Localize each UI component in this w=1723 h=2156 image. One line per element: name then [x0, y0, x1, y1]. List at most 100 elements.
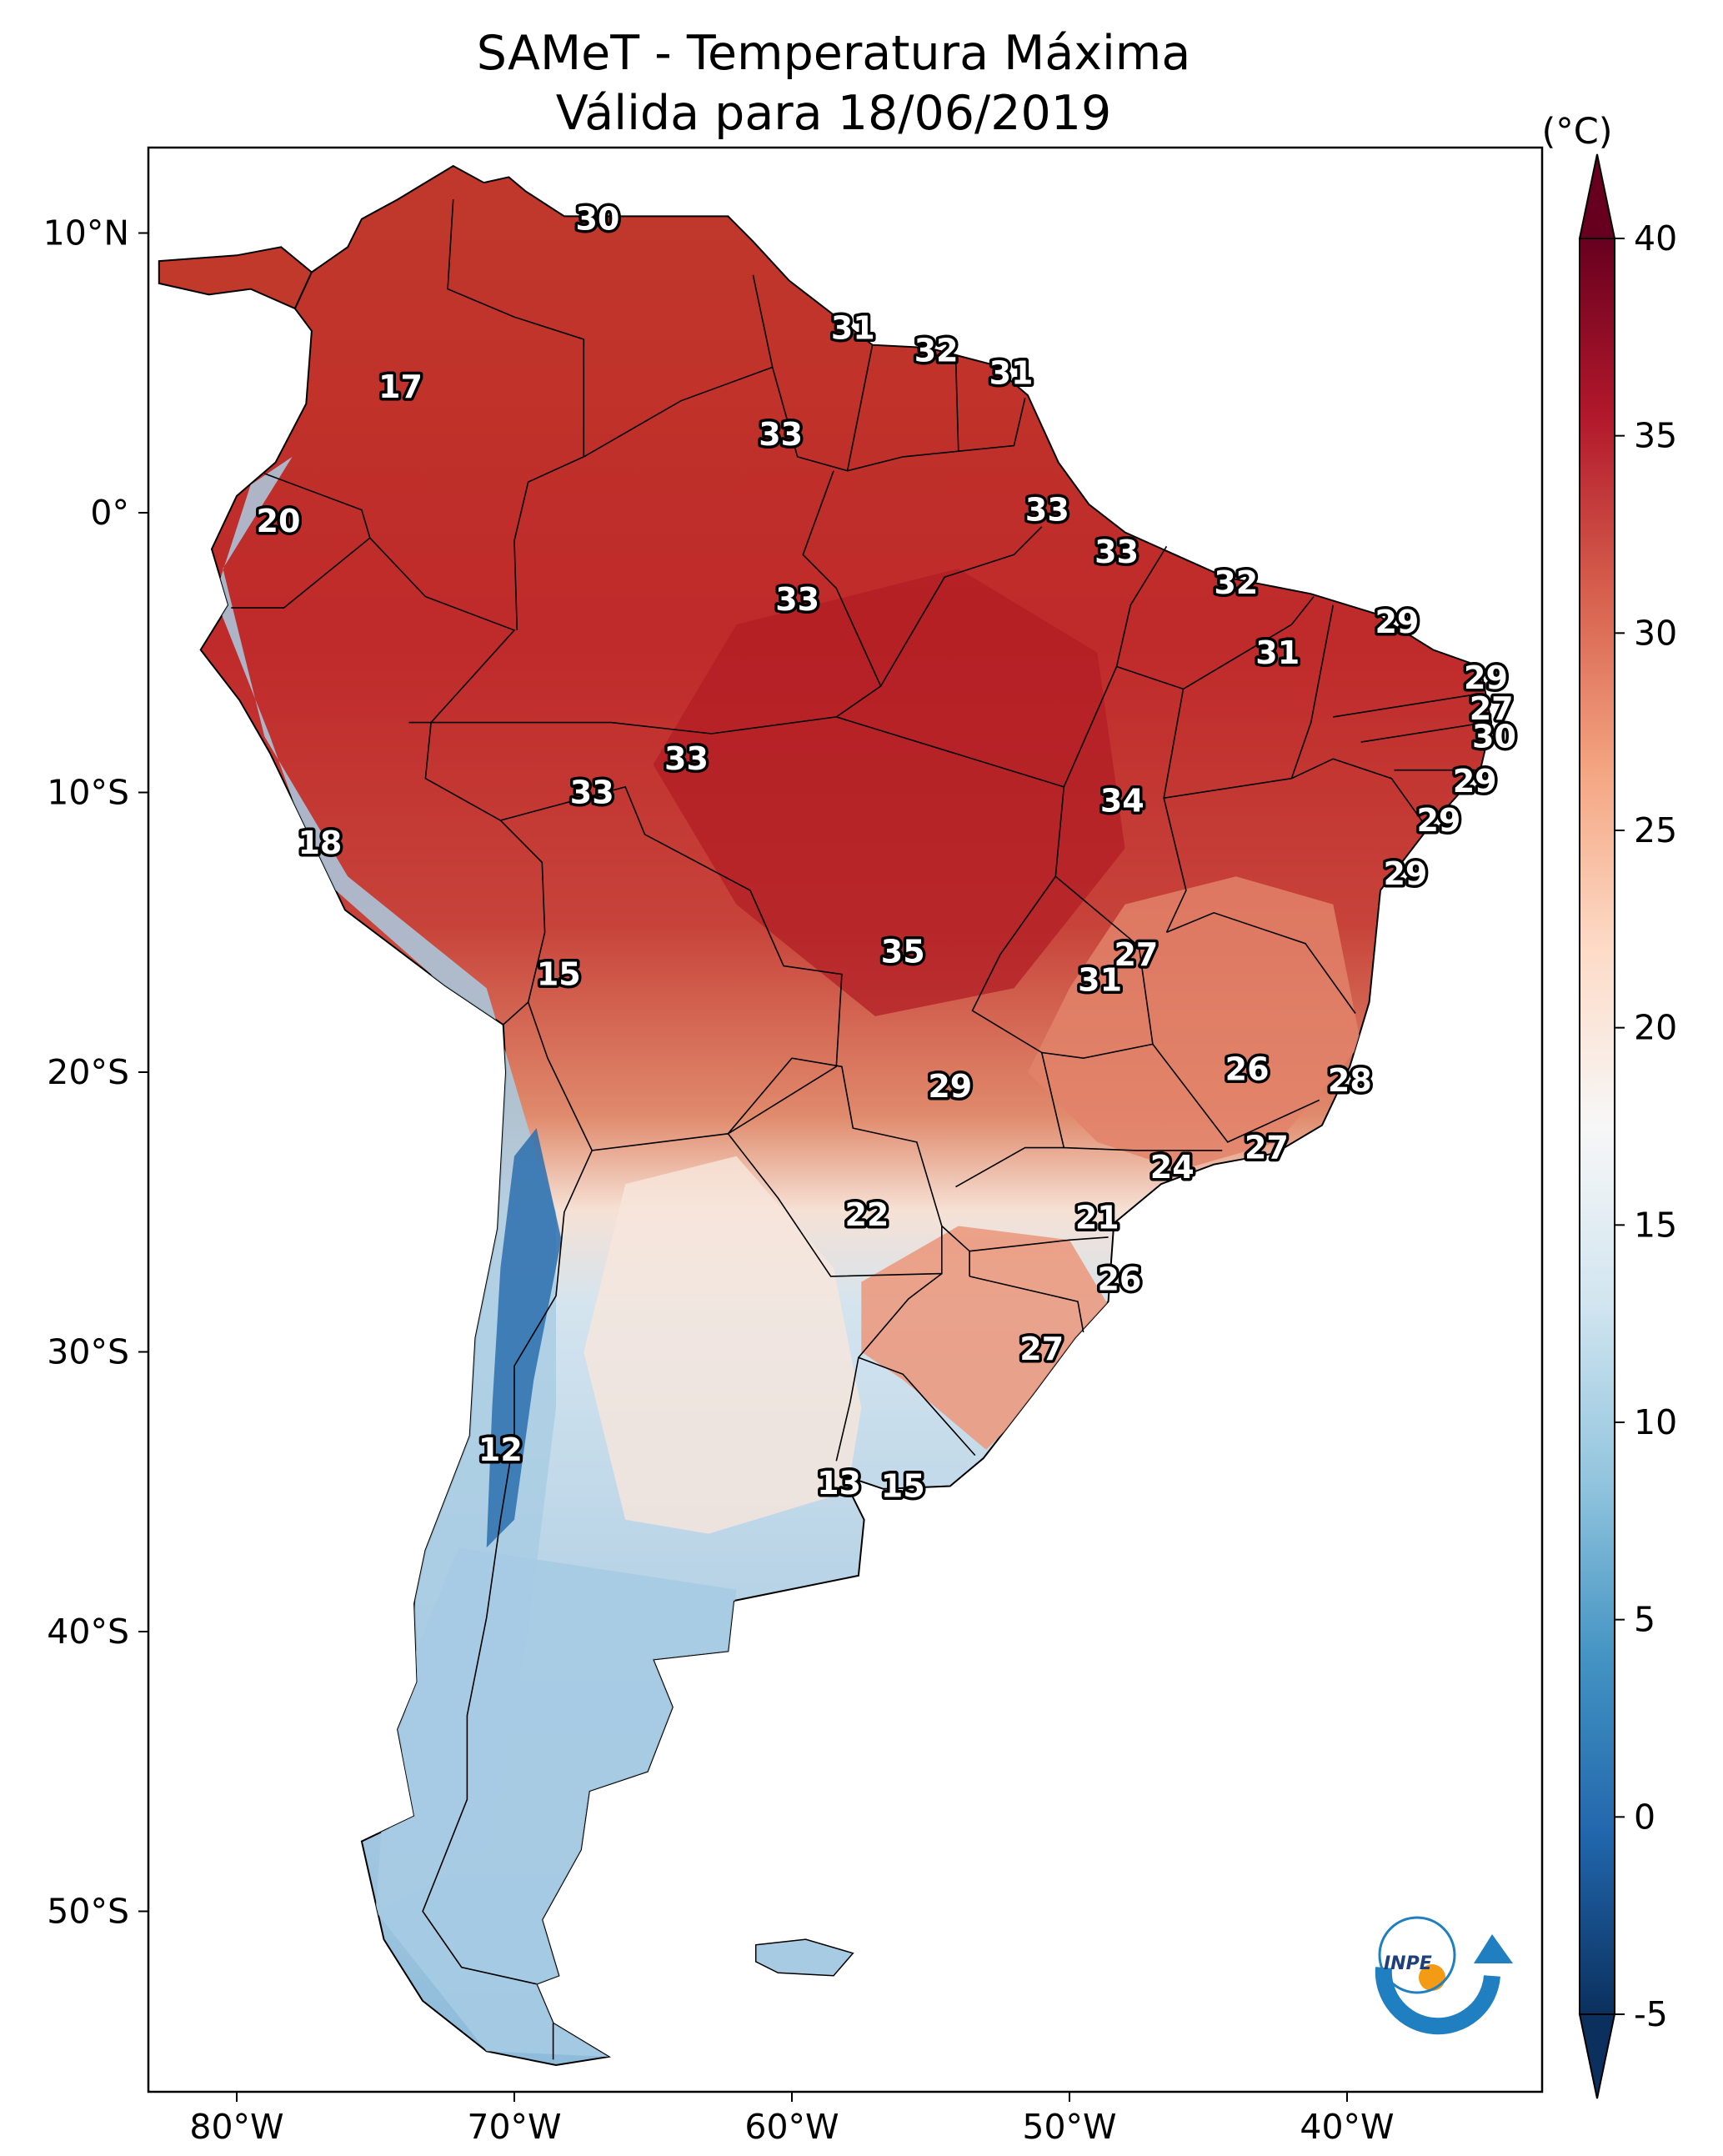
- lat-tick-label: 50°S: [47, 1892, 129, 1932]
- temperature-label: 18: [298, 825, 342, 861]
- temperature-label: 30: [1472, 718, 1516, 755]
- temperature-label: 33: [1094, 534, 1139, 570]
- andes-cold-core: [486, 1128, 562, 1548]
- falkland-islands: [754, 1938, 854, 1977]
- colorbar-bar: [1579, 238, 1615, 2015]
- south-brazil-region: [861, 1226, 1111, 1450]
- temperature-label: 27: [1114, 936, 1158, 973]
- lat-tick-label: 10°S: [47, 773, 129, 813]
- temperature-label: 35: [881, 934, 925, 970]
- lon-tick-label: 40°W: [1300, 2107, 1394, 2147]
- logo-ring: [1378, 1916, 1456, 1994]
- temperature-label: 13: [817, 1465, 861, 1502]
- colorbar-tick-label: 10: [1634, 1402, 1677, 1442]
- temperature-label: 33: [570, 775, 614, 811]
- colorbar-tick-label: 20: [1634, 1008, 1677, 1048]
- temperature-label: 15: [537, 956, 581, 993]
- colorbar-tick-label: 15: [1634, 1205, 1677, 1245]
- temperature-label: 17: [378, 369, 423, 405]
- temperature-label: 33: [775, 581, 819, 618]
- border-line: [369, 537, 546, 1025]
- logo-swoosh: [1375, 1967, 1500, 2035]
- patagonia-cool-region: [375, 1547, 737, 2057]
- colorbar-tick-label: 30: [1634, 613, 1677, 653]
- temperature-label: 29: [1375, 604, 1419, 640]
- lat-tick-label: 30°S: [47, 1332, 129, 1372]
- lat-tick-label: 10°N: [43, 213, 129, 253]
- border-line: [1063, 545, 1168, 788]
- continent-group: [158, 164, 1493, 2067]
- temperature-label: 29: [928, 1068, 972, 1105]
- temperature-label: 20: [257, 503, 301, 539]
- border-line: [858, 1356, 976, 1457]
- border-line: [583, 274, 774, 458]
- colorbar-lower-extension: [1578, 2013, 1616, 2099]
- temperature-label: 29: [1383, 855, 1427, 892]
- temperature-label: 26: [1225, 1051, 1270, 1088]
- border-line: [847, 356, 959, 472]
- temperature-label: 28: [1328, 1062, 1372, 1099]
- logo-arrow: [1474, 1934, 1513, 1963]
- temperature-label: 30: [575, 201, 619, 238]
- temperature-label: 21: [1075, 1199, 1119, 1236]
- colorbar-tick-label: -5: [1634, 1994, 1668, 2034]
- temperature-label: 27: [1019, 1331, 1064, 1367]
- lat-tick-label: 40°S: [47, 1612, 129, 1652]
- border-line: [969, 1276, 1084, 1333]
- border-line: [1166, 911, 1356, 1014]
- temperature-label: 12: [478, 1431, 523, 1468]
- logo-text: INPE: [1384, 1953, 1432, 1974]
- country-borders: [231, 199, 1486, 2060]
- border-line: [1360, 721, 1486, 743]
- map-title: SAMeT - Temperatura Máxima Válida para 1…: [0, 23, 1667, 143]
- border-line: [879, 526, 1043, 687]
- colorbar-tick-label: 25: [1634, 810, 1677, 850]
- border-line: [408, 470, 882, 735]
- colorbar-tick-label: 35: [1634, 416, 1677, 456]
- temperature-label: 33: [664, 740, 709, 777]
- border-line: [771, 344, 874, 472]
- lat-tick-label: 0°: [90, 493, 129, 533]
- temperature-label: 33: [1025, 492, 1069, 529]
- border-line: [1164, 758, 1429, 830]
- colorbar-ticks: 40 35 30 25 20 15 10 5 0 -5: [1615, 218, 1677, 2034]
- temperature-label: 31: [1078, 961, 1122, 998]
- lon-tick-label: 80°W: [189, 2107, 283, 2147]
- title-line-2: Válida para 18/06/2019: [555, 86, 1112, 141]
- border-line: [836, 716, 1065, 1188]
- colorbar-upper-extension: [1578, 153, 1616, 239]
- colorbar-unit: (°C): [1541, 111, 1612, 153]
- temperature-label: 29: [1416, 802, 1460, 839]
- pampas-mild-region: [584, 1156, 862, 1534]
- border-line: [1290, 604, 1335, 779]
- border-line: [1183, 596, 1315, 690]
- inpe-logo: INPE: [1375, 1916, 1513, 2035]
- colorbar: (°C) 40 35 30 25 20 15 10 5 0 -5: [1541, 111, 1677, 2099]
- border-line: [958, 398, 1026, 452]
- border-line: [500, 785, 843, 1151]
- temperature-label: 34: [1100, 783, 1144, 820]
- temperature-label: 29: [1453, 763, 1497, 800]
- lon-tick-label: 60°W: [744, 2107, 839, 2147]
- latitude-axis: 10°N 0° 10°S 20°S 30°S 40°S 50°S: [43, 213, 148, 1932]
- temperature-label: 15: [881, 1468, 925, 1505]
- temperature-label: 27: [1470, 690, 1514, 727]
- colorbar-tick-label: 0: [1634, 1797, 1655, 1837]
- temperature-label: 32: [914, 332, 959, 369]
- lat-tick-label: 20°S: [47, 1052, 129, 1092]
- border-line: [969, 1236, 1109, 1252]
- lon-tick-label: 70°W: [467, 2107, 561, 2147]
- temperature-label: 32: [1214, 564, 1258, 601]
- lon-tick-label: 50°W: [1022, 2107, 1116, 2147]
- longitude-axis: 80°W 70°W 60°W 50°W 40°W: [189, 2092, 1395, 2147]
- colorbar-tick-label: 40: [1634, 218, 1677, 258]
- border-line: [422, 1150, 593, 1985]
- border-line: [1152, 1043, 1320, 1143]
- temperature-label: 24: [1150, 1149, 1195, 1186]
- colorbar-tick-label: 5: [1634, 1600, 1655, 1640]
- temperature-label: 26: [1097, 1261, 1141, 1297]
- temperature-label: 27: [1245, 1130, 1289, 1166]
- central-hot-core: [653, 569, 1125, 1016]
- border-line: [1064, 1146, 1223, 1151]
